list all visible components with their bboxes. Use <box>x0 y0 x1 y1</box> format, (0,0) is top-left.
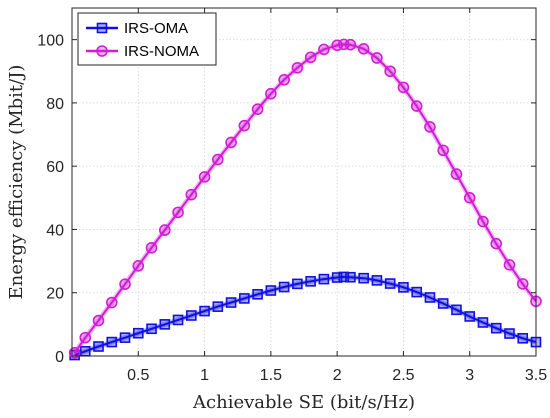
data-point <box>338 271 350 283</box>
y-tick-label: 0 <box>55 349 64 366</box>
data-point <box>451 304 462 316</box>
data-point <box>517 332 529 344</box>
data-point <box>331 272 343 283</box>
data-point <box>384 278 396 289</box>
data-point <box>503 259 516 271</box>
data-point <box>159 319 171 330</box>
data-point <box>199 305 210 317</box>
series-line <box>73 43 537 354</box>
legend-label: IRS-OMA <box>124 20 188 37</box>
data-point <box>411 286 422 298</box>
data-point <box>398 282 409 293</box>
data-point <box>357 43 370 55</box>
data-point <box>132 327 144 339</box>
plot-frame <box>71 7 537 357</box>
data-point <box>516 278 529 290</box>
x-tick-label: 3.5 <box>525 367 547 384</box>
y-tick-label: 20 <box>46 286 64 303</box>
data-point <box>397 81 410 94</box>
data-point <box>185 188 198 201</box>
data-point <box>358 272 369 284</box>
data-point <box>477 215 489 228</box>
data-point <box>278 281 290 293</box>
data-point <box>292 278 303 290</box>
data-point <box>105 296 118 309</box>
y-tick-label: 40 <box>46 222 64 239</box>
data-point <box>464 311 476 322</box>
data-point <box>93 341 104 352</box>
data-point <box>463 192 476 204</box>
data-point <box>251 103 264 116</box>
data-point <box>106 336 118 348</box>
data-point <box>265 285 277 296</box>
data-point <box>225 136 237 149</box>
y-axis-title: Energy efficiency (Mbit/J) <box>6 65 27 300</box>
data-point <box>504 328 515 339</box>
data-point <box>132 260 145 272</box>
axis-ticks: 0.5 1 1.5 2 2.5 3 3.5 0 20 40 60 80 100 <box>37 8 547 384</box>
data-point <box>318 43 330 56</box>
data-point <box>146 323 157 335</box>
y-tick-label: 60 <box>46 159 64 176</box>
series-line <box>74 275 537 357</box>
data-point <box>212 153 224 166</box>
data-point <box>344 38 357 51</box>
data-point <box>159 224 171 236</box>
x-tick-label: 0.5 <box>127 367 149 384</box>
series-layer <box>68 38 542 361</box>
series-irs-noma <box>68 38 542 359</box>
series-irs-oma <box>69 271 542 361</box>
data-point <box>304 51 317 64</box>
y-tick-label: 100 <box>37 33 64 50</box>
data-point <box>79 345 91 357</box>
data-point <box>79 331 92 344</box>
data-point <box>437 144 450 157</box>
data-point <box>239 293 250 304</box>
data-point <box>212 301 224 312</box>
data-point <box>92 314 105 327</box>
legend-label: IRS-NOMA <box>124 43 199 60</box>
y-tick-label: 80 <box>46 96 64 113</box>
data-point <box>450 168 463 180</box>
data-point <box>490 322 502 334</box>
data-point <box>437 298 449 309</box>
data-point <box>291 61 304 74</box>
data-point <box>145 242 158 254</box>
x-tick-label: 2.5 <box>392 367 414 384</box>
data-point <box>371 52 383 64</box>
data-point <box>424 121 436 133</box>
data-point <box>119 332 131 343</box>
data-point <box>172 314 184 326</box>
legend: IRS-OMA IRS-NOMA <box>77 12 217 66</box>
x-tick-label: 2 <box>333 367 342 384</box>
data-point <box>371 275 383 286</box>
x-tick-label: 3 <box>465 367 474 384</box>
legend-marker <box>96 45 108 57</box>
data-point <box>410 100 423 112</box>
data-point <box>252 289 263 300</box>
data-point <box>305 276 316 287</box>
data-point <box>265 87 277 100</box>
data-point <box>238 119 251 132</box>
x-tick-label: 1.5 <box>260 367 282 384</box>
data-point <box>424 292 436 303</box>
data-point <box>384 65 396 78</box>
data-point <box>318 273 330 285</box>
data-point <box>186 310 197 321</box>
x-tick-label: 1 <box>200 367 209 384</box>
legend-marker <box>96 22 108 34</box>
data-point <box>119 278 131 290</box>
data-point <box>490 237 503 250</box>
data-point <box>225 297 237 308</box>
data-point <box>278 74 290 86</box>
data-point <box>198 171 211 183</box>
x-axis-title: Achievable SE (bit/s/Hz) <box>192 392 415 413</box>
data-point <box>477 317 489 328</box>
data-point <box>345 271 356 283</box>
data-point <box>172 206 184 219</box>
